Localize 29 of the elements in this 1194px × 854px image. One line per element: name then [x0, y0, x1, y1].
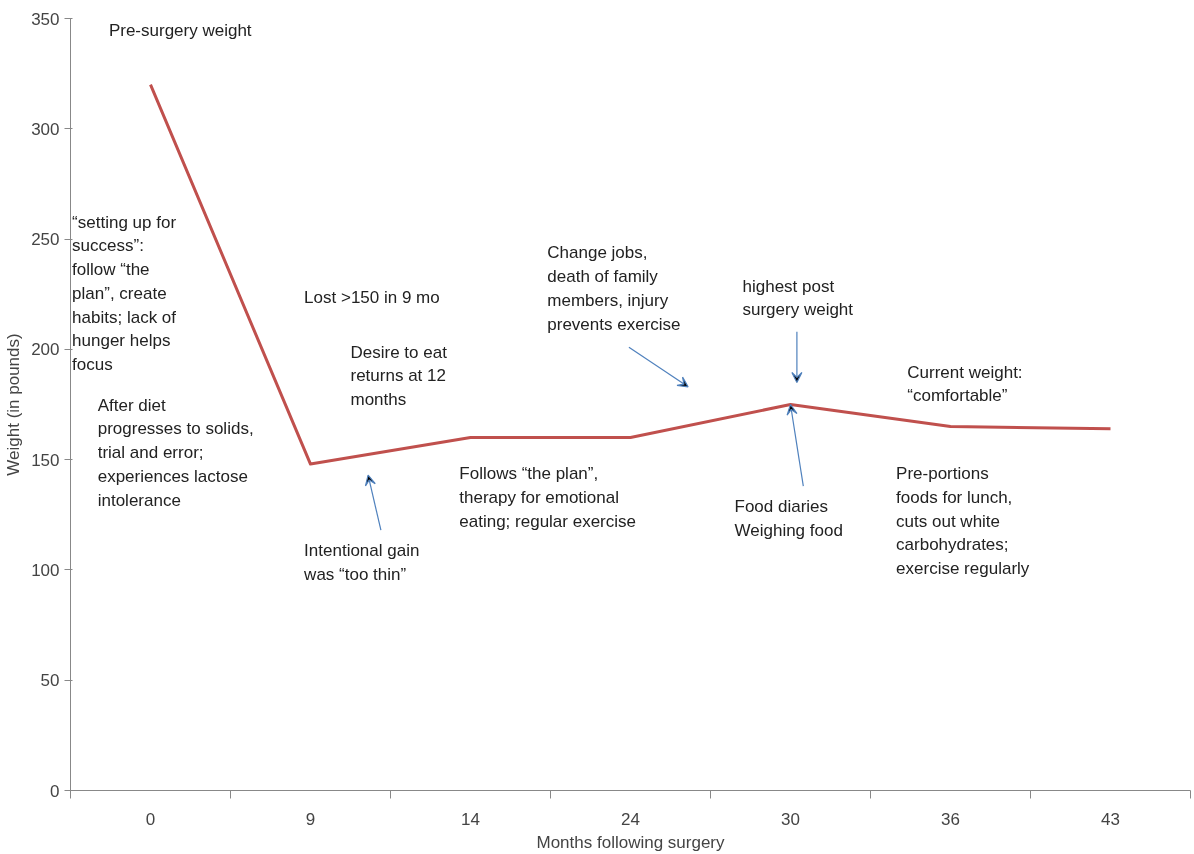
y-tick-label: 100	[31, 560, 60, 580]
y-tick-label: 0	[50, 781, 60, 801]
annotation: Change jobs, death of family members, injury prevents exercise	[547, 243, 681, 334]
y-tick-label: 150	[31, 450, 60, 470]
annotation: Lost >150 in 9 mo	[304, 287, 440, 307]
annotation: Food diaries Weighing food	[734, 497, 843, 540]
annotation: Pre-surgery weight	[108, 20, 252, 40]
x-tick-label: 24	[621, 809, 640, 829]
x-tick-label: 14	[461, 809, 480, 829]
y-axis-title: Weight (in pounds)	[4, 333, 24, 476]
x-axis-title: Months following surgery	[536, 832, 726, 852]
annotation: Desire to eat returns at 12 months	[350, 342, 448, 410]
y-tick-label: 350	[31, 9, 60, 29]
y-tick-label: 50	[40, 671, 60, 691]
annotation: Follows “the plan”, therapy for emotional eating; regular exercise	[459, 464, 637, 531]
x-tick-label: 36	[941, 809, 960, 829]
x-tick-label: 0	[145, 809, 156, 829]
annotation: “setting up for success”: follow “the plan”, create habits; lack of hunger helps focus	[72, 212, 177, 375]
y-tick-label: 250	[31, 230, 60, 250]
annotation: Current weight: “comfortable”	[907, 362, 1023, 406]
x-tick-label: 30	[781, 809, 800, 829]
y-tick-label: 200	[31, 340, 60, 360]
y-tick-label: 300	[31, 119, 60, 139]
annotation: Pre-portions foods for lunch, cuts out white carbohydrates; exercise regularly	[896, 464, 1030, 579]
annotation: highest post surgery weight	[742, 276, 854, 320]
x-tick-label: 9	[305, 809, 316, 829]
annotation: Intentional gain was “too thin”	[303, 541, 420, 584]
x-tick-label: 43	[1101, 809, 1120, 829]
annotation: After diet progresses to solids, trial and error; experiences lactose intolerance	[97, 395, 254, 510]
